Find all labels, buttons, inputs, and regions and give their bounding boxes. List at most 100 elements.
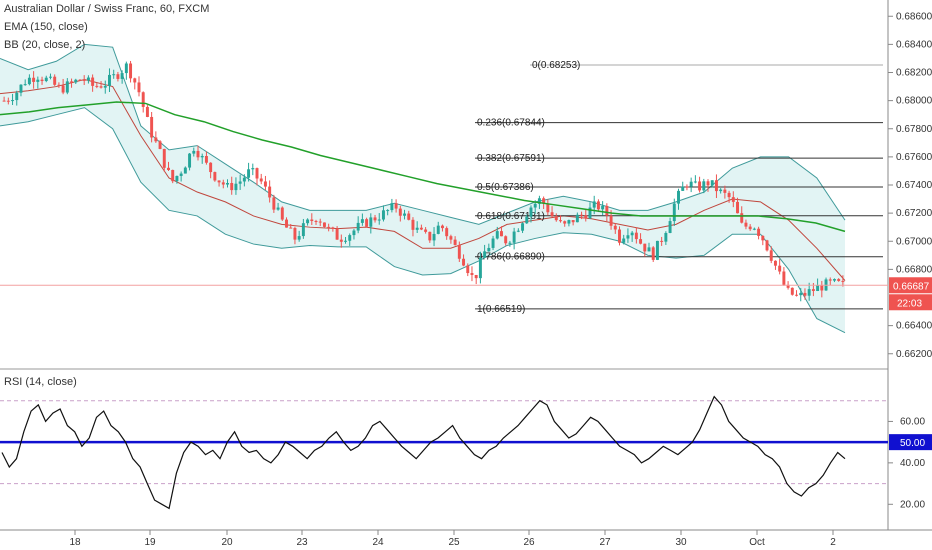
price-axis-label: 0.67800 (896, 124, 932, 135)
candle-body (74, 79, 78, 83)
candle-body (150, 116, 154, 138)
candle-body (196, 150, 200, 158)
price-axis-label: 0.66400 (896, 321, 932, 332)
candle-body (588, 207, 592, 219)
candle-body (255, 168, 259, 179)
ema-150-line (0, 101, 846, 233)
symbol-title: Australian Dollar / Swiss Franc, 60, FXC… (4, 3, 210, 15)
candle-body (790, 287, 794, 295)
candle-body (668, 221, 672, 233)
candle-body (394, 203, 398, 209)
candle-body (584, 215, 588, 219)
time-axis-label: 23 (296, 537, 308, 548)
candle-body (48, 76, 52, 78)
rsi-axis-label: 40.00 (900, 458, 925, 469)
candle-body (773, 260, 777, 266)
candle-body (512, 231, 516, 243)
candle-body (546, 203, 550, 213)
candle-body (655, 240, 659, 260)
candle-body (634, 232, 638, 240)
candle-body (415, 227, 419, 230)
candle-body (398, 208, 402, 216)
rsi-axis-label: 20.00 (900, 499, 925, 510)
candle-body (348, 235, 352, 241)
candle-body (428, 231, 432, 241)
candle-body (377, 219, 381, 221)
candle-body (795, 294, 799, 296)
last-price-label: 0.66687 (893, 281, 930, 292)
candle-body (567, 220, 571, 224)
candle-body (618, 229, 621, 243)
candle-body (571, 220, 575, 223)
candle-body (731, 197, 735, 202)
candle-body (432, 233, 436, 241)
candle-body (563, 221, 567, 224)
candle-body (369, 217, 373, 227)
candle-body (533, 203, 537, 208)
candle-body (436, 225, 440, 234)
candle-body (6, 100, 10, 102)
candle-body (841, 280, 845, 282)
candle-body (251, 168, 255, 170)
candle-body (306, 219, 310, 224)
candle-body (689, 181, 693, 187)
candle-body (293, 228, 297, 240)
candle-body (605, 205, 609, 216)
candle-body (188, 153, 192, 168)
candle-body (120, 73, 124, 79)
candle-body (209, 162, 213, 173)
candle-body (179, 173, 183, 176)
candle-body (310, 219, 314, 221)
candle-body (647, 247, 651, 252)
candle-body (263, 181, 267, 187)
axis-layer: 0.68600 0.68400 0.68200 0.68000 0.67800 0.676… (69, 11, 932, 548)
candle-body (820, 285, 824, 291)
candle-body (782, 271, 786, 285)
candle-body (91, 77, 95, 86)
time-axis-label: 18 (69, 537, 81, 548)
candle-body (259, 178, 263, 182)
candle-body (154, 137, 158, 142)
price-axis-label: 0.68600 (896, 11, 932, 22)
fib-level-label: 0.786(0.66890) (477, 252, 545, 263)
candle-body (757, 228, 761, 236)
candle-body (626, 235, 630, 239)
candle-body (474, 274, 478, 279)
rsi-mid-badge (889, 434, 932, 451)
candle-body (440, 225, 444, 229)
candle-body (407, 213, 411, 220)
bollinger-basis-line (0, 79, 846, 281)
candle-body (116, 74, 120, 79)
bollinger-lower-line (0, 107, 846, 334)
bb-legend: BB (20, close, 2) (4, 39, 86, 51)
candle-body (596, 201, 600, 210)
candle-body (70, 81, 74, 83)
candle-body (314, 220, 318, 222)
rsi-line (1, 395, 846, 510)
candle-body (630, 232, 634, 236)
candle-body (677, 190, 680, 204)
candle-body (491, 238, 495, 248)
fib-level-label: 0(0.68253) (532, 60, 580, 71)
candle-body (95, 85, 99, 87)
candle-body (403, 213, 407, 216)
candle-body (82, 79, 86, 81)
candle-body (542, 198, 546, 204)
candle-body (736, 201, 739, 214)
candle-body (639, 239, 643, 244)
candle-body (15, 92, 19, 101)
candle-body (723, 189, 727, 193)
candle-body (365, 219, 369, 227)
candle-body (580, 214, 584, 216)
candle-body (706, 181, 710, 186)
candle-body (112, 74, 116, 76)
candle-body (748, 226, 752, 230)
candle-body (57, 84, 61, 86)
time-axis-label: Oct (749, 537, 765, 548)
candle-body (816, 285, 820, 292)
candle-body (86, 77, 90, 81)
candle-body (297, 236, 301, 240)
candle-body (529, 207, 533, 217)
candle-body (344, 240, 347, 242)
